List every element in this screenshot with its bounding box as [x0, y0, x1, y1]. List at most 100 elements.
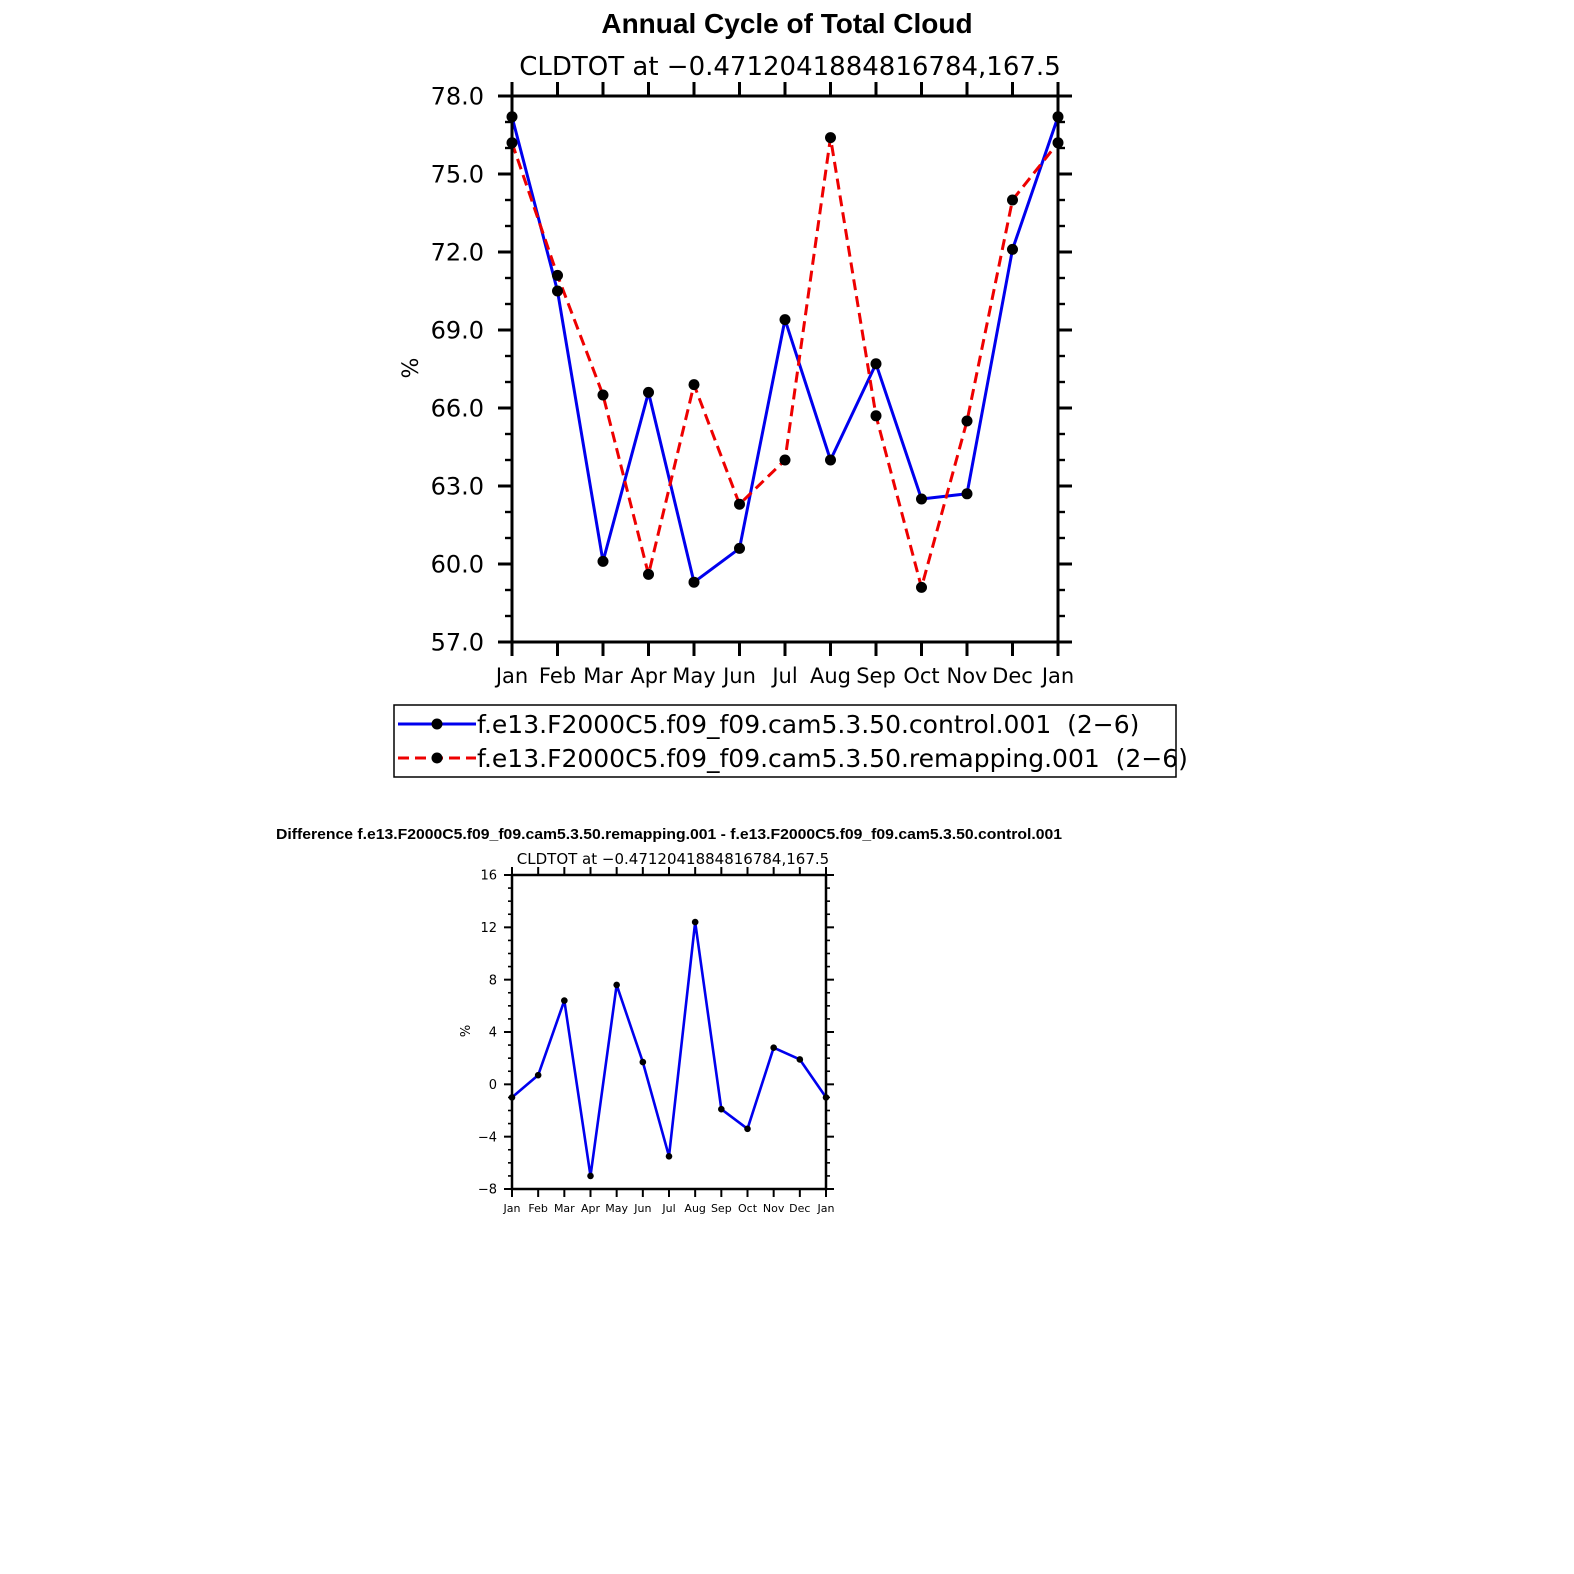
y-tick-label: 57.0: [431, 629, 484, 657]
data-point: [665, 1152, 673, 1160]
x-tick-label: Aug: [810, 664, 851, 688]
y-tick-label: 16: [480, 869, 497, 884]
difference-plot-frame: [510, 873, 828, 1191]
data-point: [597, 555, 609, 567]
series-line-1: [510, 136, 1060, 589]
data-point: [534, 1071, 542, 1079]
difference-title: Difference f.e13.F2000C5.f09_f09.cam5.3.…: [276, 826, 1062, 843]
legend-marker-remapping: [431, 752, 443, 764]
plot-frame: [510, 94, 1060, 644]
y-tick-label: 66.0: [431, 395, 484, 423]
difference-series-lines: [508, 918, 830, 1180]
x-tick-label: Jan: [817, 1202, 835, 1215]
data-point: [734, 542, 745, 554]
y-tick-label: 69.0: [431, 317, 484, 345]
difference-subtitle: CLDTOT at −0.4712041884816784,167.5: [517, 850, 829, 868]
data-point: [587, 1172, 594, 1180]
x-tick-label: Nov: [947, 664, 988, 688]
chart-title: Annual Cycle of Total Cloud: [601, 8, 972, 39]
x-tick-label: Dec: [789, 1202, 810, 1215]
x-tick-label: Jan: [503, 1202, 521, 1215]
y-tick-label: −4: [478, 1130, 497, 1145]
difference-y-tick-labels: −8 −4 0 4 8 12 16: [478, 869, 497, 1198]
x-tick-label: Feb: [528, 1202, 547, 1215]
data-point: [643, 568, 654, 580]
x-tick-label: Oct: [903, 664, 939, 688]
x-tick-label: Jan: [1040, 664, 1074, 688]
data-point: [1007, 194, 1018, 206]
data-point: [1007, 243, 1018, 255]
x-tick-label: Jan: [494, 664, 528, 688]
y-tick-label: 78.0: [431, 83, 484, 111]
x-tick-label: Oct: [738, 1202, 758, 1215]
x-tick-label: Mar: [554, 1202, 575, 1215]
y-axis-label: %: [399, 358, 424, 379]
data-point: [613, 981, 620, 989]
y-tick-label: 72.0: [431, 239, 484, 267]
y-tick-label: 60.0: [431, 551, 484, 579]
x-tick-label: May: [605, 1202, 628, 1215]
x-tick-label: May: [672, 664, 715, 688]
data-point: [734, 498, 745, 510]
difference-x-tick-labels: Jan Feb Mar Apr May Jun Jul Aug Sep Oct Nov Dec Jan: [503, 1202, 835, 1215]
data-point: [552, 285, 563, 297]
x-tick-label: Jul: [770, 664, 797, 688]
data-point: [744, 1125, 751, 1133]
data-point: [916, 581, 927, 593]
series-line-0: [511, 920, 828, 1178]
data-point: [796, 1056, 804, 1063]
legend-box: [393, 704, 1177, 778]
data-point: [718, 1105, 725, 1113]
chart-subtitle: CLDTOT at −0.4712041884816784,167.5: [519, 52, 1061, 82]
data-point: [552, 269, 563, 281]
annual-cycle-chart: Annual Cycle of Total Cloud CLDTOT at −0…: [393, 8, 1188, 778]
legend-label-control: f.e13.F2000C5.f09_f09.cam5.3.50.control.…: [477, 710, 1139, 739]
series-lines: [506, 111, 1064, 593]
data-point: [688, 576, 700, 588]
x-tick-label: Apr: [581, 1202, 601, 1215]
y-tick-label: −8: [478, 1183, 497, 1198]
data-point: [825, 132, 836, 144]
y-tick-label: 75.0: [431, 161, 484, 189]
data-point: [643, 386, 654, 398]
data-point: [779, 314, 791, 326]
x-tick-label: Mar: [583, 664, 623, 688]
x-tick-labels: Jan Feb Mar Apr May Jun Jul Aug Sep Oct Nov Dec Jan: [494, 664, 1074, 688]
legend: f.e13.F2000C5.f09_f09.cam5.3.50.control.…: [393, 704, 1188, 778]
data-point: [691, 918, 699, 926]
x-tick-label: Jun: [633, 1202, 651, 1215]
x-tick-label: Nov: [763, 1202, 785, 1215]
series-line-0: [510, 116, 1060, 584]
y-tick-label: 8: [489, 973, 497, 988]
y-tick-label: 63.0: [431, 473, 484, 501]
y-tick-labels: 57.0 60.0 63.0 66.0 69.0 72.0 75.0 78.0: [431, 83, 484, 657]
y-tick-label: 4: [489, 1026, 497, 1041]
x-tick-label: Aug: [684, 1202, 705, 1215]
x-tick-label: Feb: [539, 664, 576, 688]
x-tick-label: Jul: [661, 1202, 675, 1215]
x-tick-label: Apr: [630, 664, 667, 688]
difference-chart: Difference f.e13.F2000C5.f09_f09.cam5.3.…: [276, 826, 1062, 1215]
y-tick-label: 0: [489, 1078, 497, 1093]
legend-marker-control: [431, 718, 443, 730]
data-point: [639, 1058, 647, 1066]
x-tick-label: Sep: [856, 664, 896, 688]
data-point: [961, 415, 973, 427]
data-point: [870, 410, 882, 422]
data-point: [916, 493, 927, 505]
data-point: [597, 389, 609, 401]
tick-marks: [498, 82, 1072, 656]
y-tick-label: 12: [480, 921, 497, 936]
data-point: [770, 1044, 777, 1051]
legend-label-remapping: f.e13.F2000C5.f09_f09.cam5.3.50.remappin…: [477, 744, 1188, 773]
data-point: [779, 454, 791, 466]
difference-y-axis-label: %: [459, 1025, 474, 1037]
data-point: [688, 379, 700, 391]
data-point: [961, 488, 973, 500]
data-point: [870, 358, 882, 370]
x-tick-label: Jun: [721, 664, 756, 688]
data-point: [561, 997, 568, 1004]
x-tick-label: Sep: [711, 1202, 732, 1215]
x-tick-label: Dec: [992, 664, 1033, 688]
